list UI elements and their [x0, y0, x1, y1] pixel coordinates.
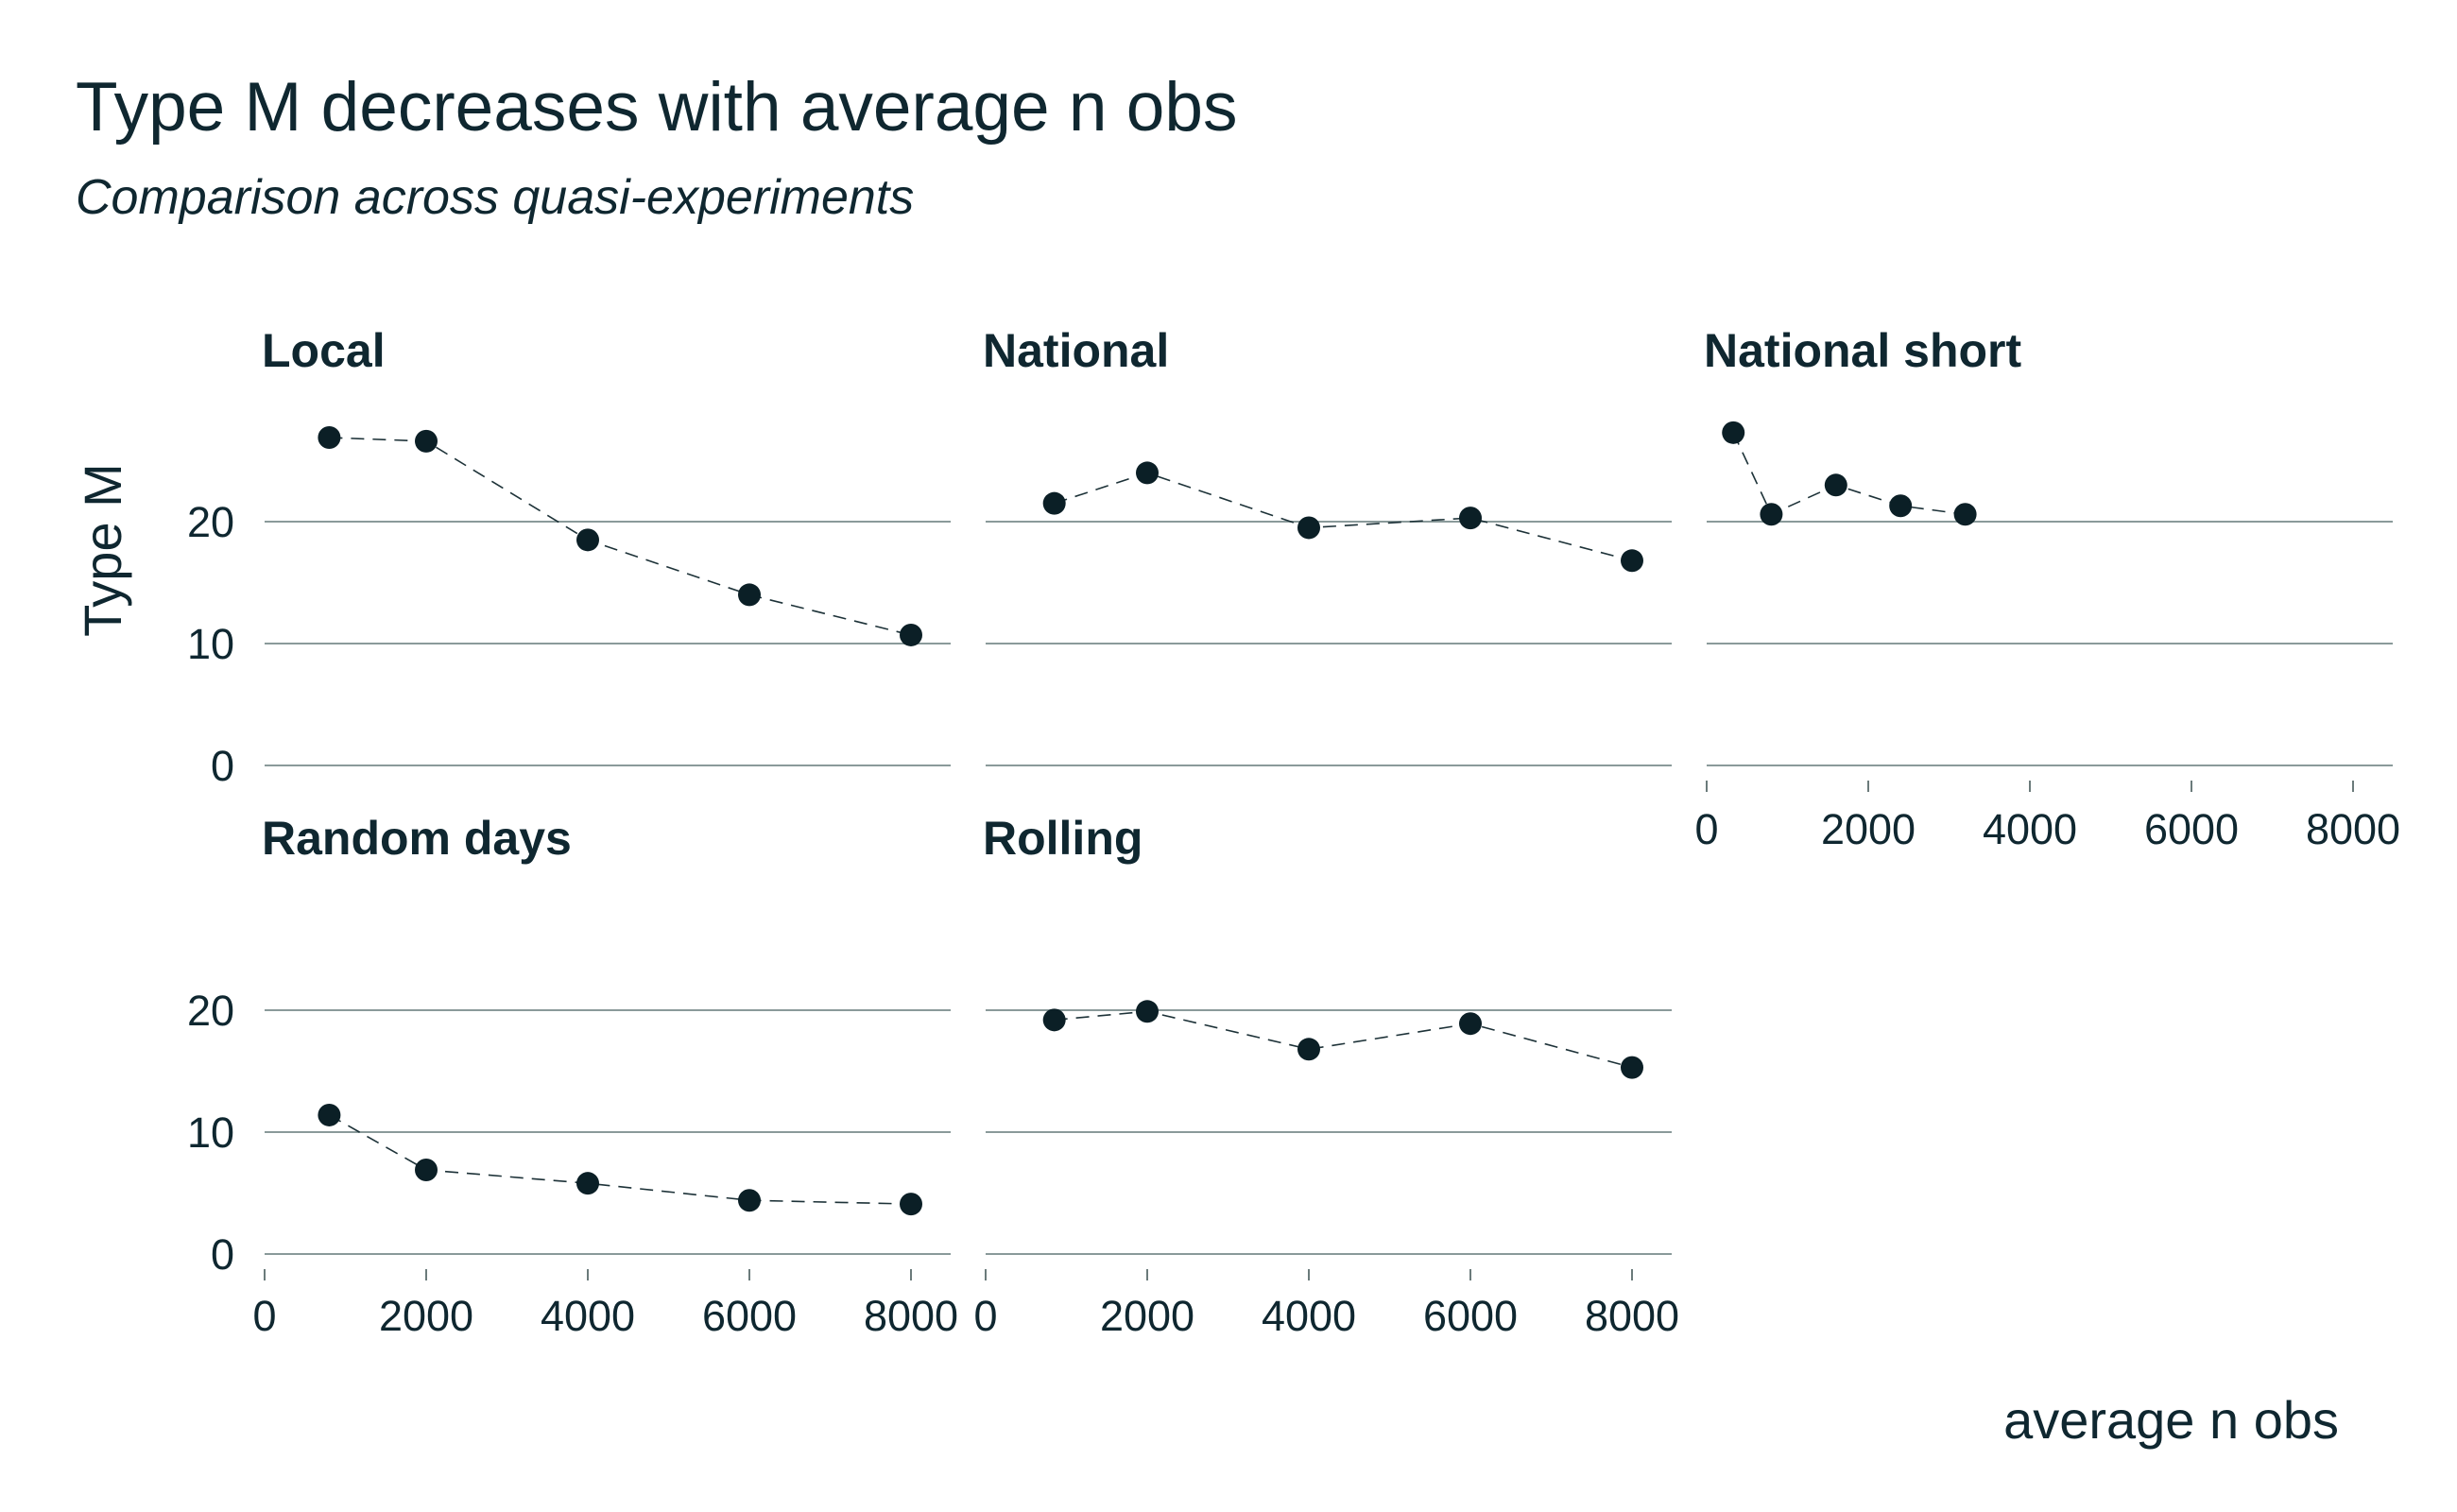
- x-tick-label: 2000: [379, 1292, 473, 1340]
- facet-label-local: Local: [262, 324, 386, 377]
- x-tick-label: 0: [973, 1292, 997, 1340]
- series-line-local: [329, 437, 912, 636]
- series-line-national: [1054, 472, 1633, 562]
- y-tick-label: 20: [187, 498, 234, 546]
- facet-label-national-short: National short: [1704, 324, 2021, 377]
- data-point-rolling-2: [1297, 1038, 1320, 1061]
- chart-title: Type M decreases with average n obs: [76, 69, 1238, 146]
- data-point-national-3: [1459, 507, 1482, 530]
- data-point-national-short-0: [1722, 421, 1745, 444]
- x-tick-label: 6000: [2144, 805, 2239, 853]
- y-tick-label: 10: [187, 1108, 234, 1157]
- x-tick-label: 8000: [2306, 805, 2400, 853]
- data-point-rolling-0: [1042, 1008, 1066, 1032]
- y-tick-label: 0: [211, 742, 234, 790]
- data-point-local-2: [576, 528, 599, 552]
- data-point-random-days-3: [738, 1189, 761, 1212]
- data-point-rolling-4: [1621, 1056, 1643, 1079]
- x-tick-label: 0: [1694, 805, 1718, 853]
- chart-subtitle: Comparison across quasi-experiments: [76, 170, 914, 225]
- x-tick-label: 4000: [1262, 1292, 1356, 1340]
- facet-label-national: National: [983, 324, 1169, 377]
- y-tick-label: 0: [211, 1230, 234, 1279]
- y-axis-label: Type M: [73, 463, 132, 637]
- x-tick-label: 6000: [702, 1292, 797, 1340]
- facet-local: Local 0 10 20: [187, 324, 951, 790]
- y-tick-label: 10: [187, 620, 234, 668]
- facet-label-rolling: Rolling: [983, 812, 1143, 865]
- data-point-random-days-2: [576, 1172, 599, 1195]
- x-tick-label: 2000: [1821, 805, 1916, 853]
- series-line-national-short: [1732, 432, 1966, 516]
- x-tick-label: 8000: [864, 1292, 958, 1340]
- facet-national-short: National short 0 2000 4000 6000 8000: [1694, 324, 2400, 853]
- series-line-rolling: [1054, 1010, 1633, 1069]
- x-tick-label: 0: [252, 1292, 276, 1340]
- data-point-local-4: [900, 623, 922, 646]
- facet-label-random-days: Random days: [262, 812, 572, 865]
- facet-national: National: [983, 324, 1672, 766]
- data-point-local-1: [415, 429, 438, 453]
- data-point-rolling-3: [1459, 1012, 1482, 1036]
- data-point-national-1: [1136, 461, 1159, 485]
- y-tick-label: 20: [187, 987, 234, 1035]
- data-point-national-short-2: [1824, 473, 1847, 497]
- data-point-random-days-0: [318, 1103, 341, 1126]
- data-point-national-4: [1621, 549, 1643, 573]
- x-tick-label: 2000: [1100, 1292, 1194, 1340]
- x-tick-label: 6000: [1423, 1292, 1518, 1340]
- data-point-local-0: [318, 425, 341, 449]
- data-point-rolling-1: [1136, 1000, 1159, 1023]
- x-tick-label: 4000: [541, 1292, 635, 1340]
- data-point-random-days-1: [415, 1158, 438, 1181]
- data-point-national-0: [1042, 491, 1066, 515]
- x-tick-label: 8000: [1585, 1292, 1679, 1340]
- x-tick-label: 4000: [1983, 805, 2077, 853]
- data-point-national-2: [1297, 516, 1320, 540]
- data-point-local-3: [738, 583, 761, 607]
- data-point-national-short-1: [1760, 503, 1783, 526]
- facet-rolling: Rolling 0 2000 4000 6000 8000: [973, 812, 1679, 1340]
- series-line-random-days: [329, 1114, 912, 1205]
- data-point-national-short-4: [1953, 503, 1977, 526]
- x-axis-label: average n obs: [2003, 1390, 2339, 1450]
- data-point-national-short-3: [1889, 494, 1913, 518]
- facet-random-days: Random days 0 10 20 0 2000 4000 6000 8000: [187, 812, 958, 1340]
- data-point-random-days-4: [900, 1193, 922, 1216]
